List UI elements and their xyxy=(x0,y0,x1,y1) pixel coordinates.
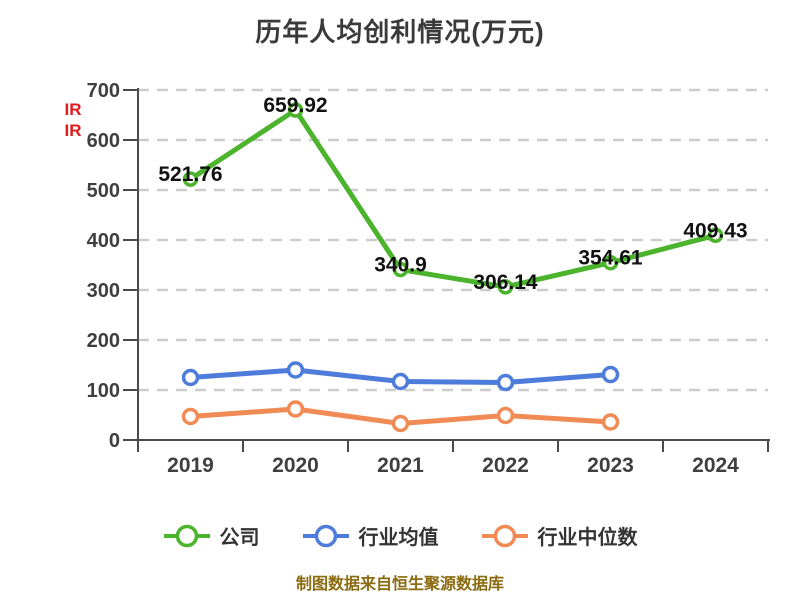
legend-marker-icon-company xyxy=(163,524,210,547)
point-company-2022 xyxy=(497,279,514,295)
data-label-2021: 340.9 xyxy=(374,254,427,277)
y-axis-label-100: 100 xyxy=(87,380,120,402)
data-label-2022: 306.14 xyxy=(473,271,538,294)
y-axis-label-300: 300 xyxy=(87,280,120,302)
y-axis-label-600: 600 xyxy=(87,130,120,152)
point-industry-median-2022 xyxy=(496,406,515,425)
point-industry-median-2023 xyxy=(601,413,620,431)
point-company-2020 xyxy=(287,102,304,118)
red-watermark-line1: IR xyxy=(64,100,82,119)
point-industry-average-2023 xyxy=(601,365,620,384)
y-axis-label-700: 700 xyxy=(87,80,120,102)
y-axis-label-400: 400 xyxy=(87,230,120,252)
x-axis-label-2024: 2024 xyxy=(692,454,739,477)
point-company-2023 xyxy=(602,254,619,271)
point-industry-average-2021 xyxy=(391,372,410,391)
x-axis-label-2020: 2020 xyxy=(272,454,319,477)
series-line-company xyxy=(188,107,718,290)
legend-item-company[interactable]: 公司 xyxy=(163,521,260,550)
legend-marker-icon-industry-average xyxy=(302,524,349,547)
point-company-2021 xyxy=(392,261,409,278)
y-axis-label-0: 0 xyxy=(109,430,120,452)
legend-label-company: 公司 xyxy=(219,527,260,549)
x-axis-label-2019: 2019 xyxy=(167,454,214,477)
point-industry-average-2019 xyxy=(181,368,200,387)
chart-title: 历年人均创利情况(万元) xyxy=(255,17,545,47)
point-industry-average-2020 xyxy=(286,361,305,379)
x-axis-label-2021: 2021 xyxy=(377,454,424,477)
legend-item-industry-average[interactable]: 行业均值 xyxy=(302,521,439,550)
point-industry-median-2019 xyxy=(181,407,200,426)
x-axis-label-2023: 2023 xyxy=(587,454,634,477)
red-watermark: IR IR xyxy=(61,99,85,141)
point-industry-average-2022 xyxy=(496,373,515,392)
data-label-2019: 521.76 xyxy=(158,163,222,186)
data-label-2020: 659.92 xyxy=(263,94,327,117)
legend-marker-icon-industry-median xyxy=(481,524,528,547)
red-watermark-line2: IR xyxy=(64,121,82,140)
y-axis-label-200: 200 xyxy=(87,330,120,352)
x-axis-label-2022: 2022 xyxy=(482,454,529,477)
data-source-caption: 制图数据来自恒生聚源数据库 xyxy=(295,576,504,593)
point-industry-median-2020 xyxy=(286,400,305,418)
legend-item-industry-median[interactable]: 行业中位数 xyxy=(481,521,638,550)
legend-label-industry-median: 行业中位数 xyxy=(537,527,638,549)
data-label-2023: 354.61 xyxy=(578,247,643,270)
legend-label-industry-average: 行业均值 xyxy=(358,527,439,549)
point-company-2019 xyxy=(182,171,199,187)
line-chart-plot: 0 100 200 300 400 500 600 700 2019 2020 2021 2022 20… xyxy=(87,80,770,477)
y-axis-label-500: 500 xyxy=(87,180,120,202)
point-company-2024 xyxy=(707,227,724,244)
point-industry-median-2021 xyxy=(391,414,410,433)
data-label-2024: 409.43 xyxy=(683,219,747,242)
chart-legend: 公司 行业均值 行业中位数 xyxy=(0,521,800,550)
